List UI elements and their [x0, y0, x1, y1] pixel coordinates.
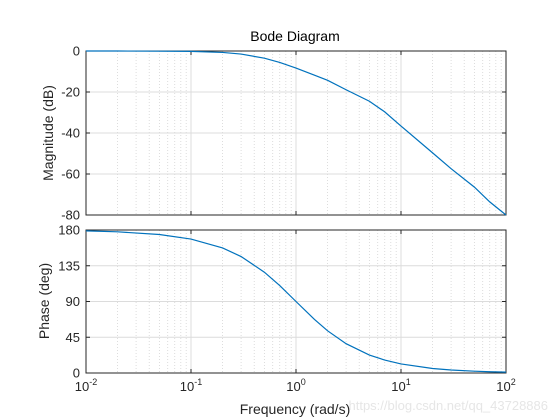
x-tick-exponent: 0	[301, 377, 306, 387]
magnitude-y-tick-label: -20	[61, 85, 80, 100]
watermark: https://blog.csdn.net/qq_43728886	[349, 398, 549, 413]
x-tick-label: 10-2	[75, 377, 97, 394]
magnitude-y-tick-label: -80	[61, 208, 80, 223]
x-axis-label: Frequency (rad/s)	[240, 401, 350, 417]
chart-title: Bode Diagram	[250, 28, 340, 44]
phase-y-tick-label: 0	[73, 366, 80, 381]
x-tick-exponent: -1	[194, 377, 202, 387]
phase-ylabel: Phase (deg)	[36, 263, 52, 339]
x-tick-base: 10	[180, 379, 194, 394]
phase-axes-box	[85, 229, 507, 374]
phase-panel: 180 135 90 45 0 Phase (deg)	[36, 223, 507, 381]
x-tick-exponent: -2	[89, 377, 97, 387]
phase-axes: 180 135 90 45 0	[58, 223, 507, 381]
magnitude-y-tick-label: 0	[73, 44, 80, 59]
x-tick-base: 10	[75, 379, 89, 394]
magnitude-panel: 0 -20 -40 -60 -80 Magnitude (dB)	[40, 44, 507, 223]
phase-series-line	[85, 230, 507, 373]
x-tick-labels: 10-2 10-1 100 101 102	[75, 377, 516, 394]
magnitude-ylabel: Magnitude (dB)	[40, 85, 56, 181]
x-tick-exponent: 1	[406, 377, 411, 387]
x-tick-base: 10	[286, 379, 300, 394]
x-tick-exponent: 2	[511, 377, 516, 387]
phase-y-tick-label: 135	[58, 258, 80, 273]
x-tick-base: 10	[391, 379, 405, 394]
phase-y-tick-label: 90	[66, 294, 80, 309]
x-tick-base: 10	[496, 379, 510, 394]
x-tick-label: 102	[496, 377, 515, 394]
magnitude-y-tick-label: -60	[61, 167, 80, 182]
phase-y-tick-label: 45	[66, 330, 80, 345]
magnitude-axes-box	[85, 50, 507, 216]
x-tick-label: 100	[286, 377, 305, 394]
x-tick-label: 10-1	[180, 377, 202, 394]
magnitude-series-line	[86, 50, 507, 216]
magnitude-y-tick-label: -40	[61, 126, 80, 141]
x-tick-label: 101	[391, 377, 410, 394]
magnitude-axes: 0 -20 -40 -60 -80	[61, 44, 507, 223]
phase-y-tick-label: 180	[58, 223, 80, 238]
